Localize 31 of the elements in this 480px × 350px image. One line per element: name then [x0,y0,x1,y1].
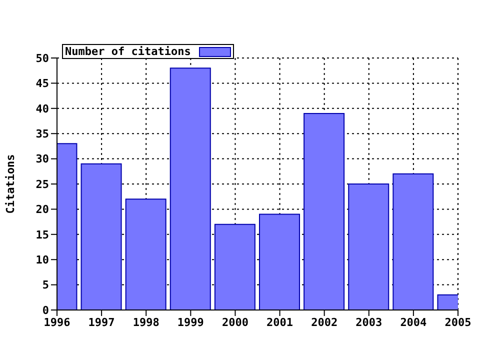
legend-label: Number of citations [65,45,191,58]
y-tick-label: 50 [36,52,49,65]
bar [348,184,390,310]
bar [170,68,211,310]
bar [214,224,256,310]
y-tick-label: 30 [36,152,49,166]
x-tick-label: 2004 [400,316,428,329]
y-axis-title: Citations [4,154,17,214]
x-tick-label: 2000 [222,316,248,329]
y-tick-label: 10 [36,254,49,267]
x-tick-label: 1997 [88,316,115,329]
bar [304,112,345,310]
y-tick-label: 35 [36,128,49,141]
x-tick-label: 1999 [177,316,204,329]
x-tick-label: 2002 [311,316,338,329]
y-tick-label: 45 [36,77,49,90]
bar [259,214,300,310]
y-tick-label: 0 [42,304,49,317]
y-tick-label: 15 [36,228,49,242]
x-tick-label: 1996 [44,316,71,329]
x-tick-label: 2001 [266,316,294,329]
y-tick-label: 5 [42,278,49,292]
y-tick-label: 20 [36,203,49,216]
x-tick-label: 2003 [356,316,382,329]
x-tick-label: 2005 [444,316,472,329]
bar [392,173,434,310]
y-tick-label: 40 [36,102,49,116]
bar [125,198,166,310]
bar [80,163,122,310]
y-tick-label: 25 [36,178,49,191]
x-tick-label: 1998 [132,316,160,329]
